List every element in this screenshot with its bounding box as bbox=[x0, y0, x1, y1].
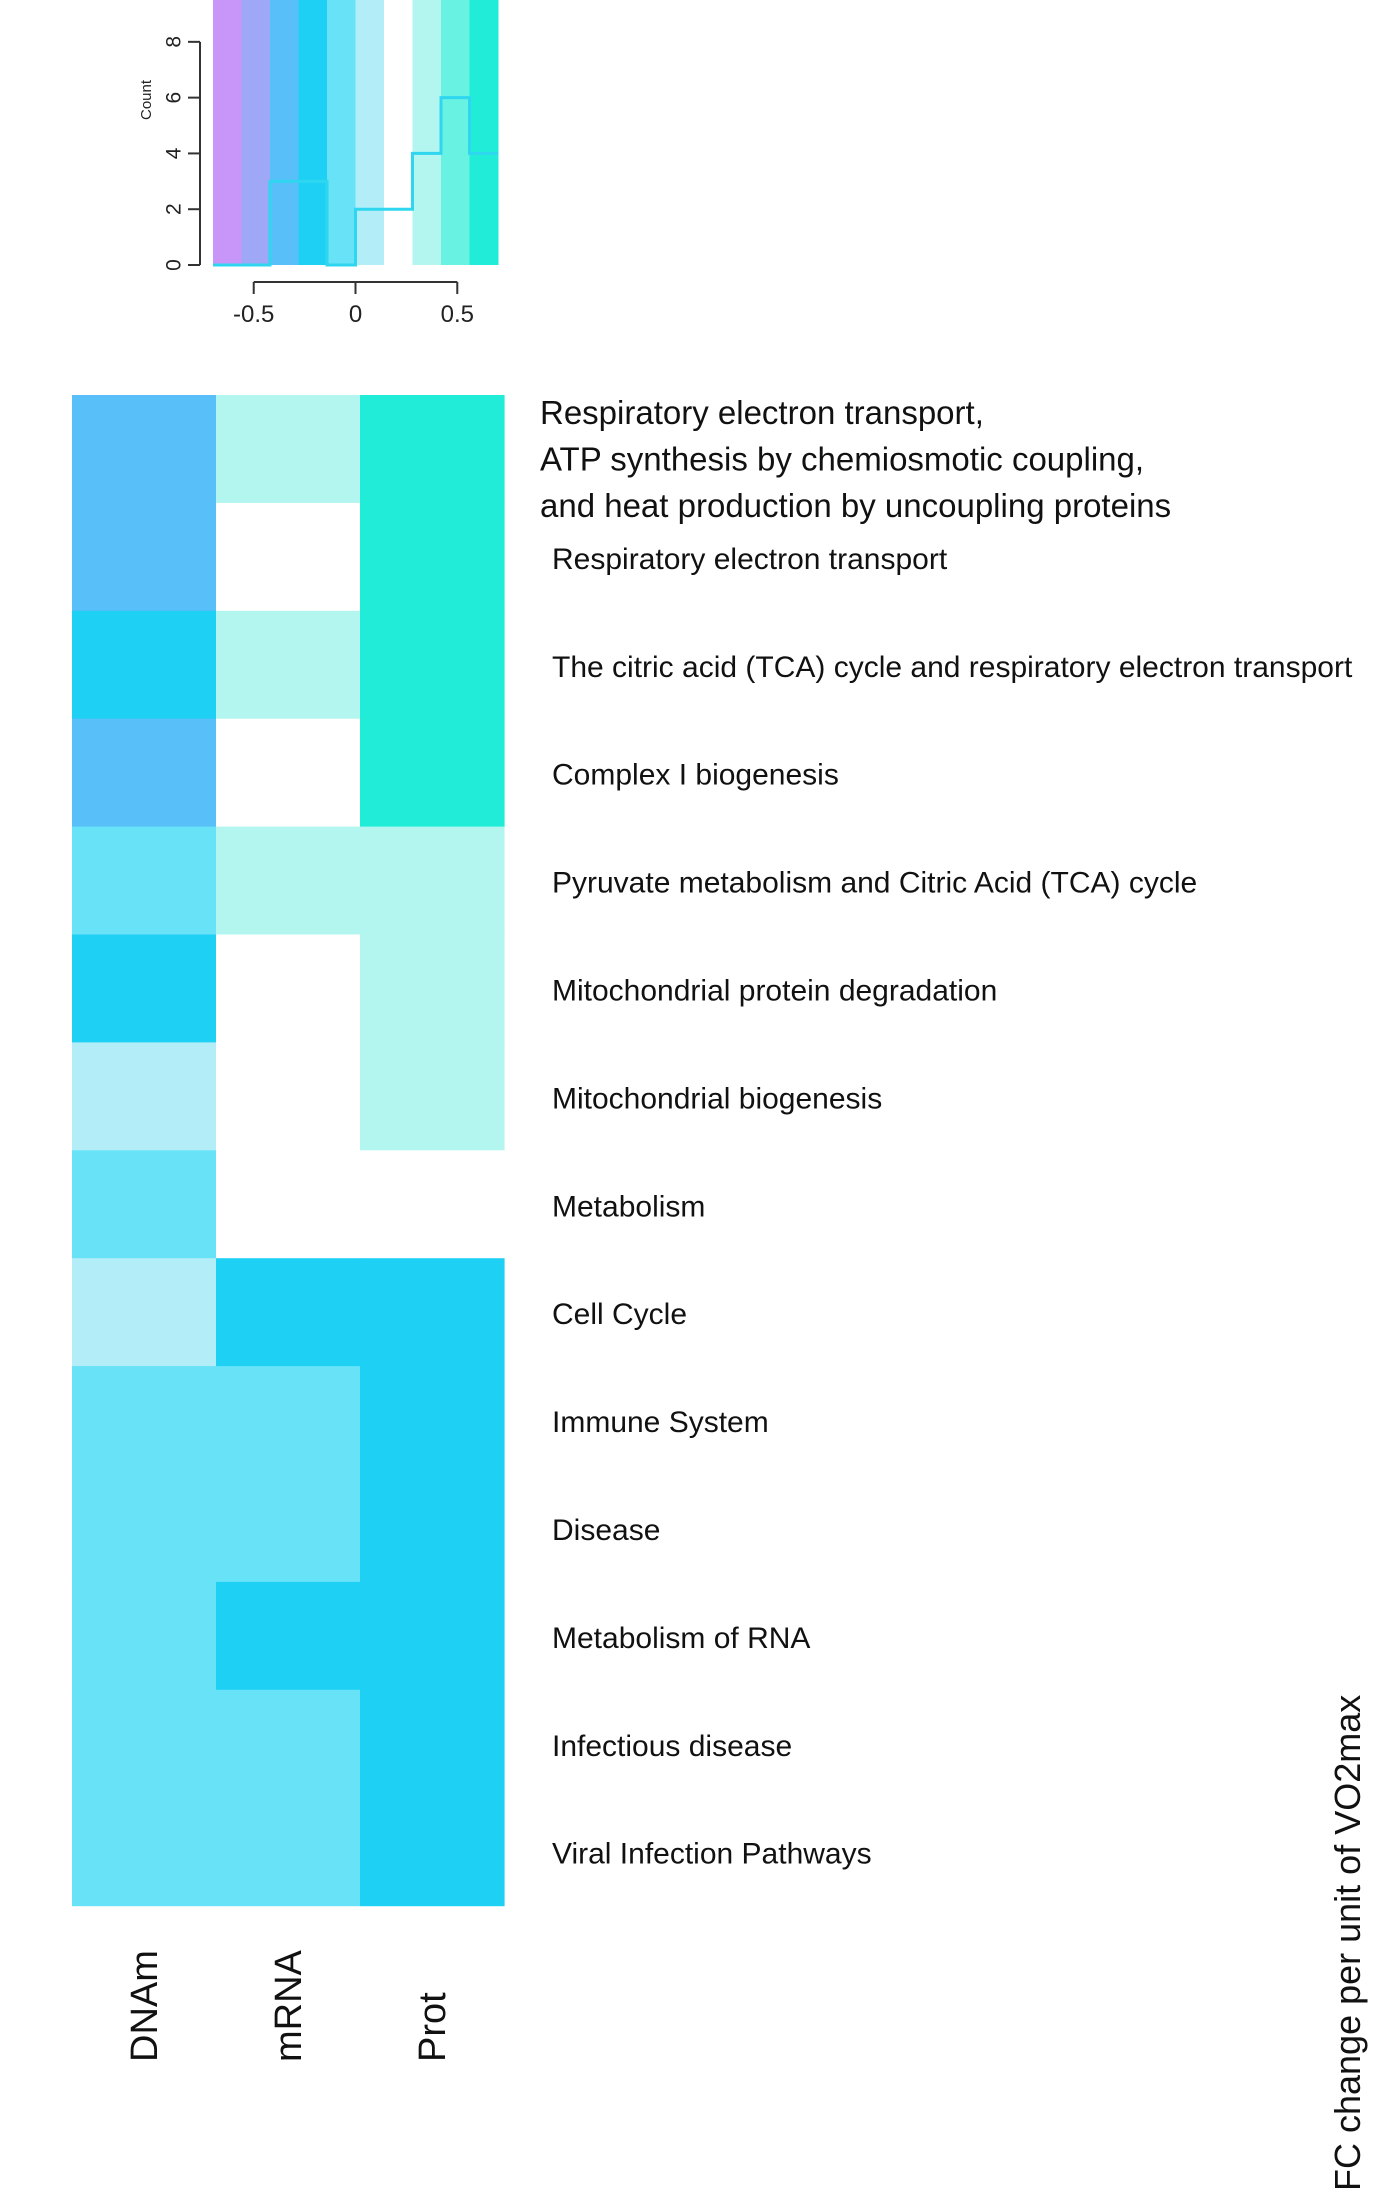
heatmap-row-label: The citric acid (TCA) cycle and respirat… bbox=[552, 651, 1353, 684]
heatmap-cell bbox=[216, 395, 361, 504]
heatmap-cell bbox=[360, 395, 505, 504]
heatmap-cell bbox=[216, 934, 361, 1043]
heatmap-cell bbox=[216, 1474, 361, 1583]
histogram-x-tick-label: 0 bbox=[349, 301, 362, 328]
heatmap-row-label: Metabolism of RNA bbox=[552, 1622, 810, 1655]
heatmap-cell bbox=[216, 1581, 361, 1691]
heatmap-row-label: Cell Cycle bbox=[552, 1298, 687, 1331]
heatmap-cell bbox=[72, 395, 217, 504]
histogram-y-tick-label: 2 bbox=[163, 203, 186, 215]
histogram-y-tick-label: 4 bbox=[163, 147, 186, 159]
heatmap-cell bbox=[72, 610, 217, 720]
heatmap-column-label: DNAm bbox=[124, 1950, 166, 2062]
heatmap-cell bbox=[360, 610, 505, 720]
heatmap-cell bbox=[216, 1689, 361, 1799]
heatmap-cell bbox=[72, 1689, 217, 1799]
heatmap-cell bbox=[216, 610, 361, 720]
histogram-y-axis-label: Count bbox=[138, 79, 155, 120]
heatmap-cell bbox=[360, 1042, 505, 1151]
heatmap-cell bbox=[216, 1797, 361, 1907]
histogram-y-tick-label: 6 bbox=[163, 92, 186, 104]
heatmap-row-label: Pyruvate metabolism and Citric Acid (TCA… bbox=[552, 867, 1197, 900]
histogram-count-line bbox=[213, 96, 498, 267]
histogram-color-band bbox=[327, 0, 356, 265]
histogram-x-tick-label: -0.5 bbox=[233, 301, 274, 328]
heatmap-column-label: Prot bbox=[412, 1992, 454, 2062]
heatmap-cell bbox=[72, 1474, 217, 1583]
heatmap-row-label: Immune System bbox=[552, 1406, 769, 1439]
heatmap-cell bbox=[216, 1042, 361, 1151]
heatmap-cell bbox=[216, 1150, 361, 1259]
heatmap-cell bbox=[72, 502, 217, 612]
color-key-histogram: 0 2 4 6 8 -0.5 0 0.5 Count bbox=[138, 0, 499, 328]
heatmap-cell bbox=[72, 718, 217, 828]
heatmap-cell bbox=[72, 1581, 217, 1691]
heatmap-cell bbox=[360, 934, 505, 1043]
heatmap-cell bbox=[360, 826, 505, 936]
color-key-title: FC change per unit of VO2max bbox=[1327, 1695, 1368, 2191]
heatmap-row-label: Complex I biogenesis bbox=[552, 759, 839, 792]
heatmap-cell bbox=[360, 1474, 505, 1583]
heatmap-row-label: Viral Infection Pathways bbox=[552, 1838, 872, 1871]
heatmap-cell bbox=[360, 1366, 505, 1475]
histogram-x-tick-label: 0.5 bbox=[441, 301, 474, 328]
heatmap-cell bbox=[72, 1258, 217, 1367]
heatmap-cell bbox=[72, 1366, 217, 1475]
heatmap-cell bbox=[360, 1258, 505, 1367]
histogram-color-band bbox=[412, 0, 442, 265]
heatmap-row-label: Disease bbox=[552, 1514, 660, 1547]
heatmap-cell bbox=[216, 718, 361, 828]
heatmap-cell bbox=[216, 1258, 361, 1367]
heatmap-cell bbox=[360, 502, 505, 612]
heatmap-cell bbox=[216, 1366, 361, 1475]
histogram-color-band bbox=[241, 0, 271, 265]
heatmap-cell bbox=[360, 718, 505, 828]
heatmap: Respiratory electron transport, ATP synth… bbox=[72, 394, 1353, 2062]
heatmap-cell bbox=[216, 826, 361, 936]
histogram-y-tick-label: 8 bbox=[163, 36, 186, 48]
heatmap-cell bbox=[360, 1689, 505, 1799]
histogram-color-band bbox=[384, 0, 413, 265]
heatmap-cell bbox=[360, 1797, 505, 1907]
heatmap-cell bbox=[72, 826, 217, 936]
heatmap-row-label: Mitochondrial protein degradation bbox=[552, 974, 997, 1007]
heatmap-row-label: Respiratory electron transport, ATP synth… bbox=[540, 394, 1171, 524]
histogram-color-band bbox=[441, 0, 470, 265]
heatmap-cell bbox=[360, 1150, 505, 1259]
heatmap-row-label: Metabolism bbox=[552, 1190, 705, 1223]
histogram-color-band bbox=[355, 0, 385, 265]
heatmap-row-label: Respiratory electron transport bbox=[552, 543, 948, 576]
heatmap-cell bbox=[72, 1042, 217, 1151]
histogram-color-band bbox=[469, 0, 499, 265]
heatmap-cell bbox=[72, 1150, 217, 1259]
heatmap-column-label: mRNA bbox=[268, 1949, 310, 2062]
heatmap-cell bbox=[72, 934, 217, 1043]
histogram-color-band bbox=[213, 0, 242, 265]
heatmap-row-label: Infectious disease bbox=[552, 1730, 792, 1763]
heatmap-row-label: Mitochondrial biogenesis bbox=[552, 1082, 882, 1115]
heatmap-cell bbox=[72, 1797, 217, 1907]
histogram-color-band bbox=[298, 0, 328, 265]
heatmap-cell bbox=[216, 502, 361, 612]
heatmap-cell bbox=[360, 1581, 505, 1691]
histogram-color-band bbox=[270, 0, 299, 265]
histogram-y-tick-label: 0 bbox=[163, 259, 186, 271]
